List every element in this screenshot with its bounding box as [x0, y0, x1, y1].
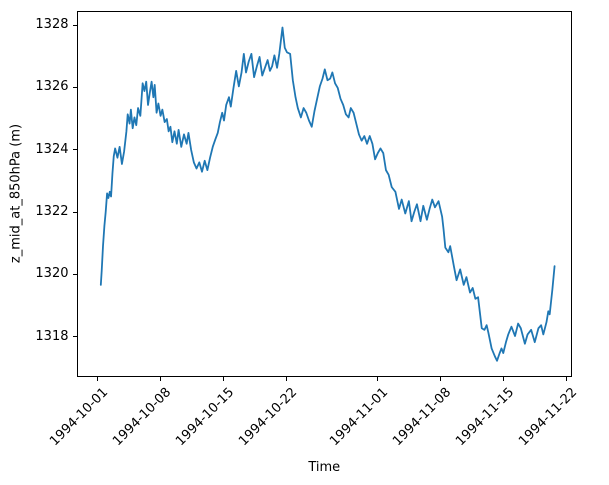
x-tick-label: 1994-11-15: [453, 384, 518, 449]
x-tick-label: 1994-10-01: [46, 384, 111, 449]
y-tick-label: 1328: [35, 17, 69, 33]
x-tick-mark: [376, 376, 378, 381]
y-tick-mark: [72, 336, 77, 338]
y-tick-label: 1324: [35, 141, 69, 157]
x-tick-label: 1994-10-22: [236, 384, 301, 449]
y-tick-mark: [72, 211, 77, 213]
data-series-line: [99, 26, 555, 362]
x-tick-label: 1994-10-15: [173, 384, 238, 449]
y-tick-mark: [72, 24, 77, 26]
x-tick-label: 1994-10-08: [109, 384, 174, 449]
x-tick-label: 1994-11-01: [326, 384, 391, 449]
y-tick-label: 1322: [35, 204, 69, 220]
x-tick-mark: [159, 376, 161, 381]
x-tick-mark: [96, 376, 98, 381]
x-tick-mark: [439, 376, 441, 381]
y-tick-label: 1318: [35, 328, 69, 344]
x-axis-label: Time: [308, 460, 341, 475]
x-tick-mark: [503, 376, 505, 381]
x-tick-label: 1994-11-08: [389, 384, 454, 449]
plot-area: [76, 11, 572, 377]
x-tick-mark: [286, 376, 288, 381]
x-tick-mark: [223, 376, 225, 381]
x-tick-label: 1994-11-22: [516, 384, 581, 449]
y-axis-label: z_mid_at_850hPa (m): [8, 123, 24, 263]
y-tick-mark: [72, 86, 77, 88]
y-tick-mark: [72, 149, 77, 151]
x-tick-mark: [566, 376, 568, 381]
y-tick-label: 1326: [35, 79, 69, 95]
line-chart-svg: [99, 26, 555, 362]
y-tick-mark: [72, 273, 77, 275]
y-tick-label: 1320: [35, 266, 69, 282]
